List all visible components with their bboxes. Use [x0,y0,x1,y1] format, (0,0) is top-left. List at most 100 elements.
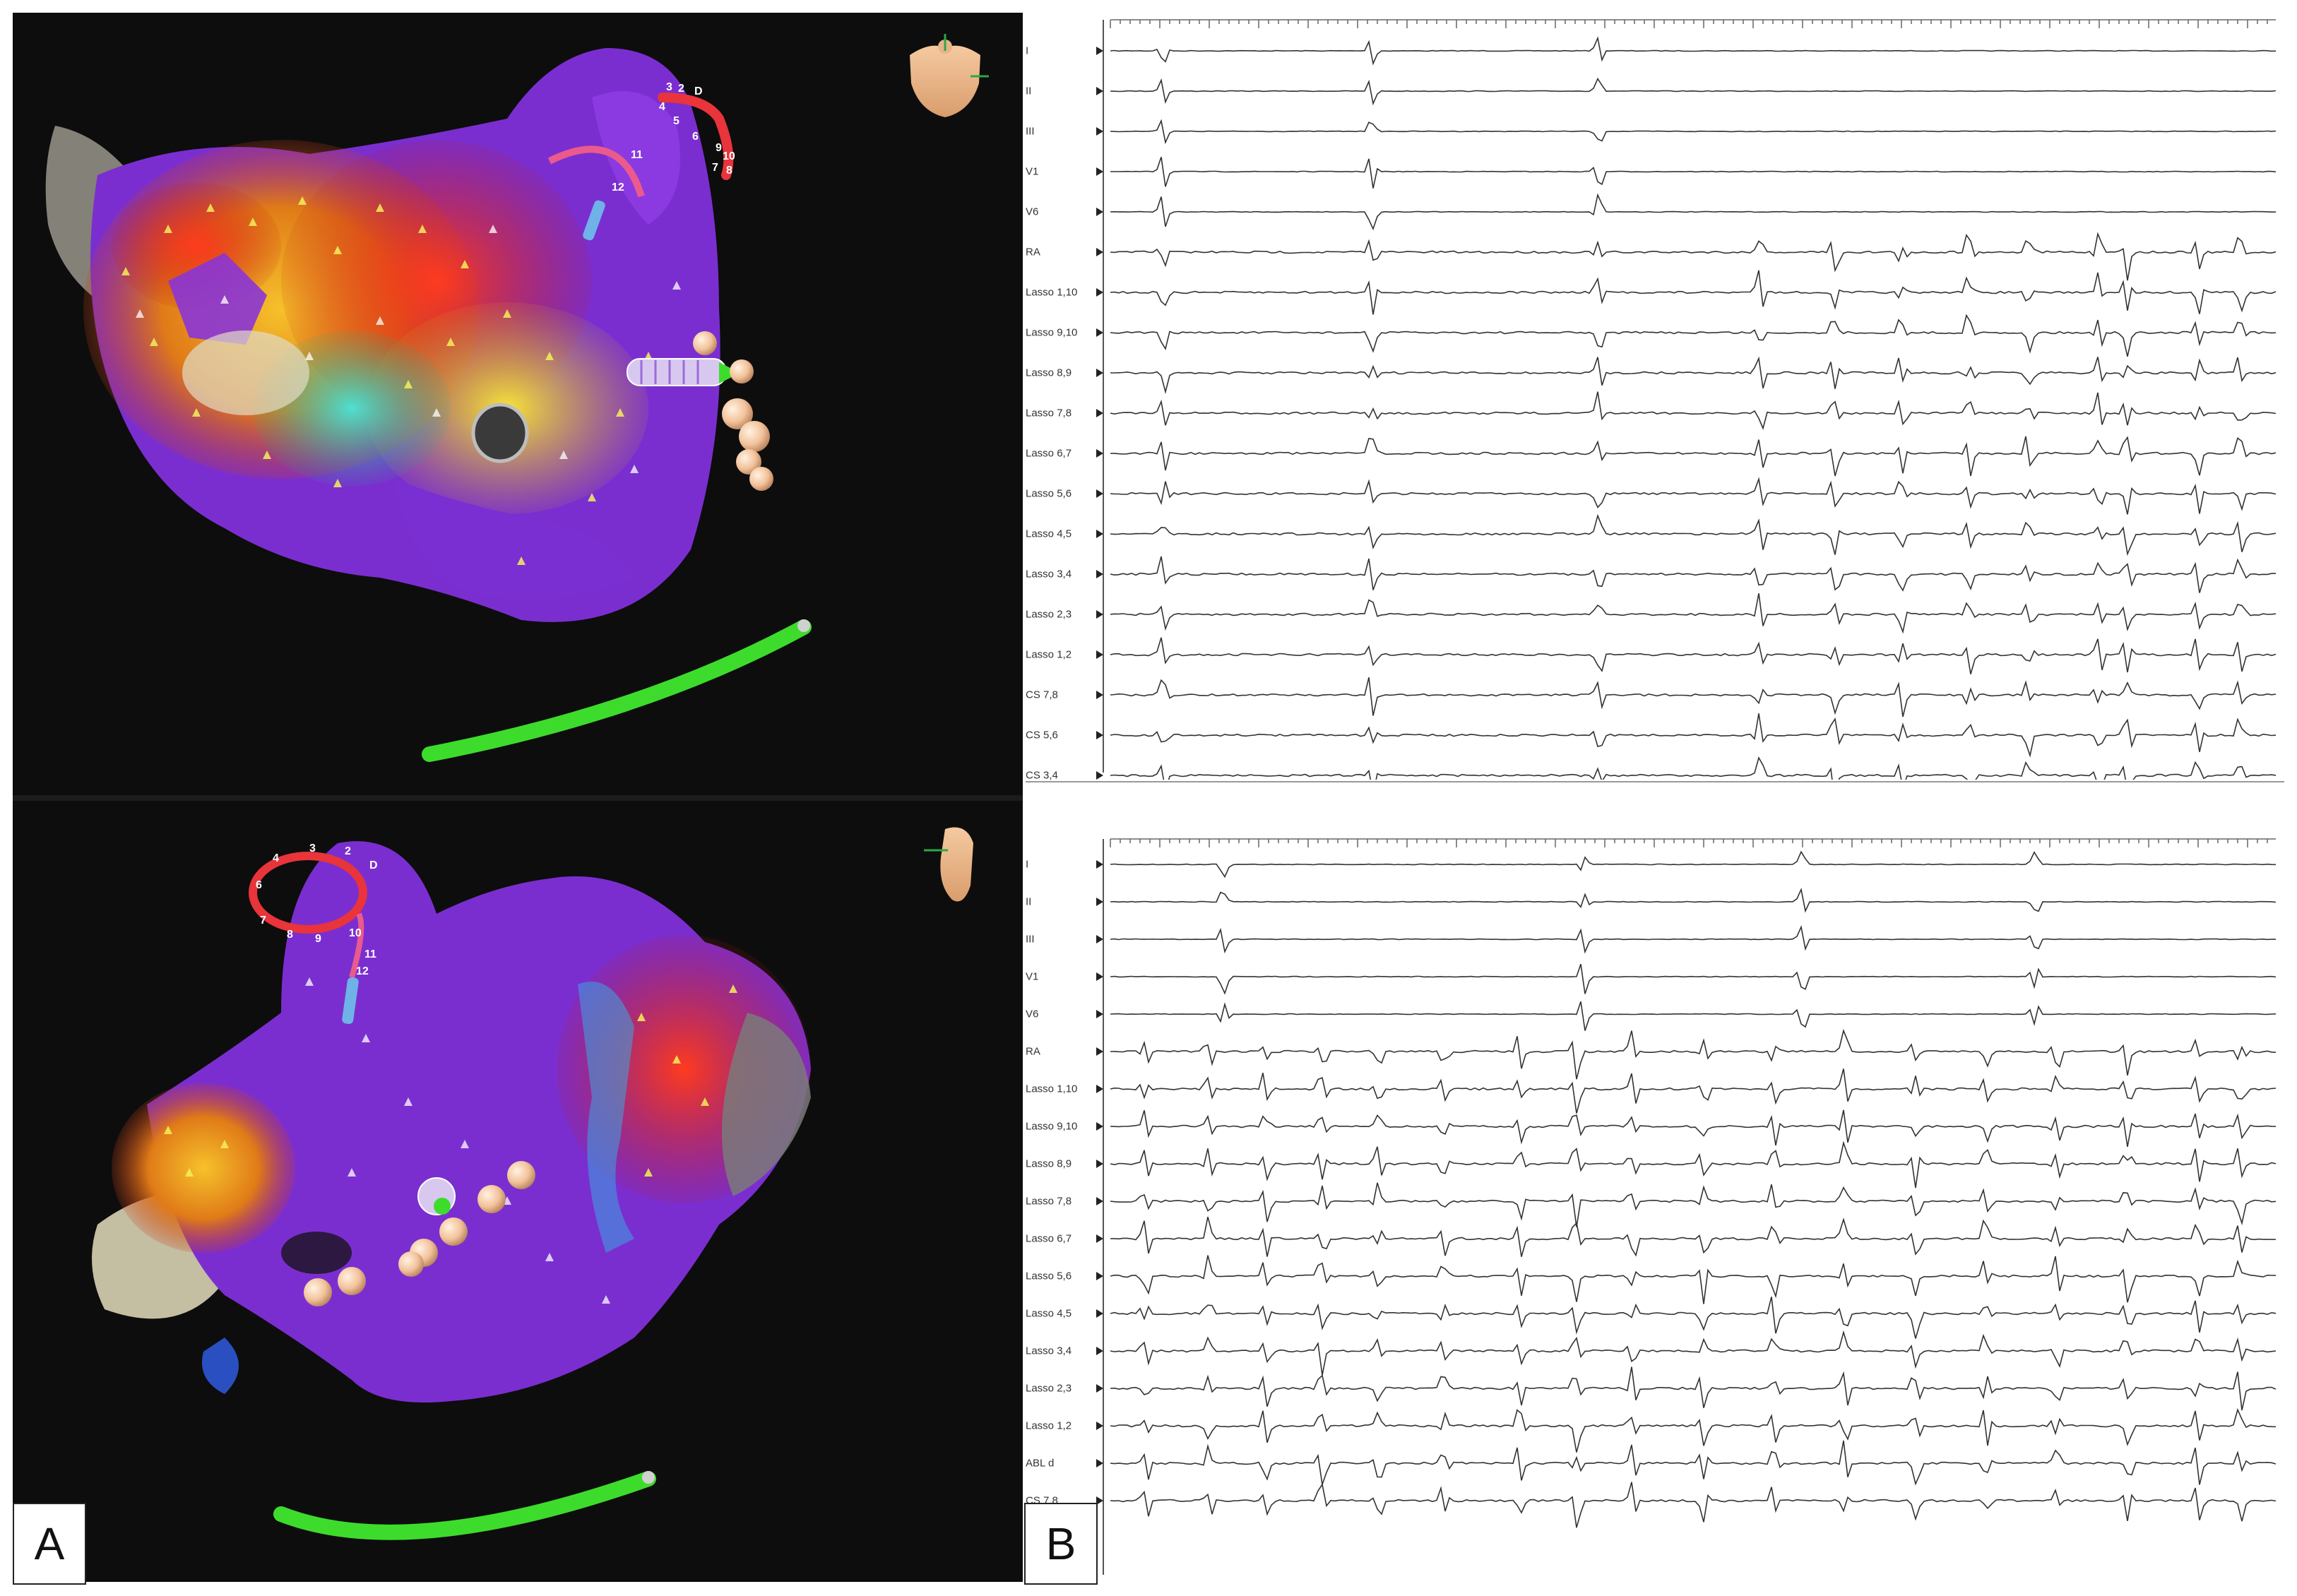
trace-label: Lasso 8,9 [1026,367,1072,379]
svg-text:9: 9 [315,933,321,945]
ablation-lesions [693,331,773,491]
cs-catheter-tip-bottom [642,1471,655,1484]
channel-marker-icon [1096,1160,1103,1168]
trace-waveform [1110,356,2277,395]
trace-waveform [1110,713,2277,758]
channel-marker-icon [1096,167,1103,176]
top-map-graphic: 3 2 D 4 5 6 10 7 8 9 11 12 [45,34,989,762]
trace-label: III [1026,125,1035,138]
scar-patch-2 [592,91,680,225]
svg-text:3: 3 [666,81,672,93]
trace-waveform [1110,1216,2277,1257]
channel-marker-icon [1096,1085,1103,1093]
trace-waveform [1110,1068,2277,1114]
trace-label: Lasso 2,3 [1026,608,1072,621]
trace-waveform [1110,1109,2277,1148]
cs-catheter-bottom [273,1471,656,1540]
trace-waveform [1110,556,2277,593]
svg-text:7: 7 [260,915,266,927]
lasso-shaft [547,145,645,198]
trace-label: Lasso 6,7 [1026,1232,1072,1245]
channel-marker-icon [1096,208,1103,216]
trace-waveform [1110,193,2276,231]
svg-text:7: 7 [712,162,718,174]
channel-marker-icon [1096,1272,1103,1280]
trace-waveform [1110,1366,2277,1411]
trace-waveform [1110,1141,2277,1189]
trace-waveform [1110,314,2277,357]
electrogram-traces-top [1096,19,2277,780]
bottom-activation-map: 3 2 D 4 6 7 8 9 10 11 12 [13,801,1023,1582]
lasso-electrode-labels: 3 2 D 4 5 6 10 7 8 9 11 12 [612,81,735,193]
orientation-torso-side-icon [924,827,973,902]
trace-waveform [1110,1297,2277,1339]
map-divider [13,795,1023,801]
trace-label: Lasso 5,6 [1026,487,1072,500]
channel-marker-icon [1096,972,1103,981]
channel-marker-icon [1096,87,1103,95]
trace-label: V6 [1026,206,1039,218]
svg-text:4: 4 [659,101,665,113]
electrogram-traces-bottom [1096,838,2277,1575]
trace-label: Lasso 8,9 [1026,1157,1072,1170]
scar-patch-3 [394,479,634,600]
trace-waveform [1110,232,2277,281]
trace-waveform [1110,270,2277,315]
trace-waveform [1110,477,2277,515]
channel-marker-icon [1096,650,1103,659]
trace-label: Lasso 1,10 [1026,1083,1078,1095]
svg-text:6: 6 [692,131,699,143]
trace-waveform [1110,391,2277,430]
trace-label: Lasso 9,10 [1026,326,1078,339]
trace-waveform [1110,637,2277,674]
lasso-tip [583,200,605,241]
top-activation-map: 3 2 D 4 5 6 10 7 8 9 11 12 [13,13,1023,795]
trace-waveform [1110,36,2277,66]
orientation-torso-icon [910,34,989,117]
pulmonary-vein-ostium [471,403,529,463]
trace-label: II [1026,85,1032,97]
transition-band [578,982,634,1253]
trace-label: Lasso 9,10 [1026,1120,1078,1133]
trace-waveform [1110,1440,2277,1486]
trace-label: I [1026,44,1029,57]
trace-label: RA [1026,246,1040,258]
trace-label: Lasso 1,2 [1026,1419,1072,1432]
svg-text:5: 5 [673,115,679,127]
grey-region [182,330,309,415]
map-points-bottom [164,984,737,1177]
lasso-tip-bottom [342,977,359,1025]
trace-waveform [1110,1028,2277,1080]
trace-label: II [1026,895,1032,908]
trace-label: Lasso 6,7 [1026,447,1072,460]
svg-text:3: 3 [309,842,316,854]
activation-orange-bottom [112,1083,295,1253]
channel-marker-icon [1096,328,1103,337]
channel-marker-icon [1096,771,1103,780]
trace-label: CS 3,4 [1026,769,1058,782]
channel-marker-icon [1096,898,1103,906]
channel-marker-icon [1096,1496,1103,1505]
channel-marker-icon [1096,47,1103,55]
scar-patch-1 [168,253,267,345]
trace-label: Lasso 3,4 [1026,568,1072,580]
svg-text:6: 6 [256,879,262,891]
ablation-tip [719,362,740,383]
channel-marker-icon [1096,489,1103,498]
panel-separator [1026,781,2284,782]
trace-label: Lasso 3,4 [1026,1345,1072,1357]
grey-region-bottom [722,1013,811,1196]
cs-catheter-tip [797,619,810,632]
trace-waveform [1110,924,2277,954]
trace-label: Lasso 1,2 [1026,648,1072,661]
cs-catheter [422,619,812,762]
svg-text:11: 11 [631,149,643,161]
trace-waveform [1110,963,2277,995]
trace-label: Lasso 5,6 [1026,1270,1072,1282]
panel-label-b: B [1024,1503,1098,1585]
channel-marker-icon [1096,1197,1103,1205]
channel-marker-icon [1096,1459,1103,1467]
svg-text:9: 9 [716,142,722,154]
svg-text:12: 12 [356,965,369,977]
trace-waveform [1110,592,2277,634]
